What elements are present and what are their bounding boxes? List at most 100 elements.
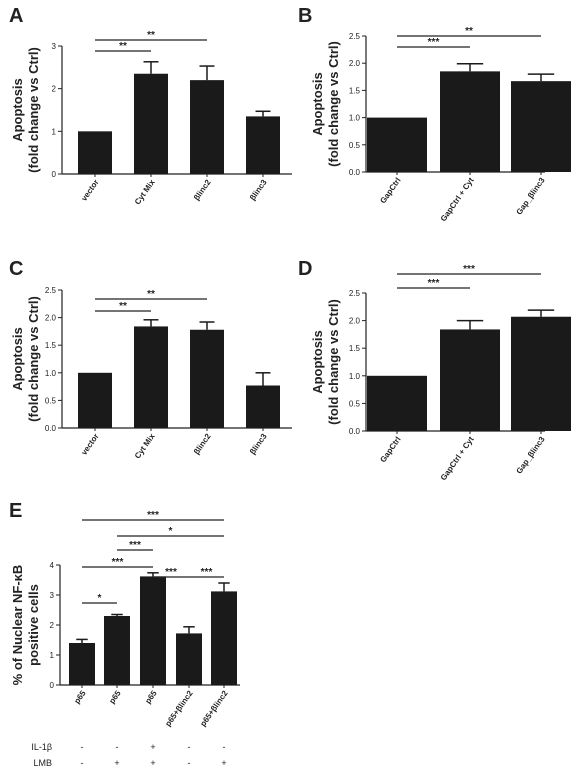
- y-tick-label: 1.0: [349, 114, 361, 123]
- bar: [140, 576, 166, 685]
- y-axis-label: Apoptosis: [310, 72, 325, 136]
- y-tick-label: 2.5: [349, 32, 361, 41]
- category-label: Gap_βlinc3: [515, 435, 547, 476]
- category-label: βlinc2: [192, 178, 213, 203]
- y-axis-label: % of Nuclear NF-κB: [10, 565, 25, 686]
- y-tick-label: 1: [50, 651, 55, 660]
- y-tick-label: 2: [52, 85, 57, 94]
- panel-letter: C: [9, 258, 23, 280]
- category-label: GapCtrl: [378, 435, 402, 464]
- bar: [134, 326, 168, 428]
- bar: [511, 81, 571, 172]
- bar: [367, 117, 427, 172]
- significance-label: **: [119, 41, 127, 52]
- significance-label: ***: [165, 567, 177, 578]
- category-label: vector: [79, 178, 100, 203]
- panel-letter: A: [9, 5, 23, 27]
- y-tick-label: 1.5: [349, 344, 361, 353]
- significance-label: ***: [463, 264, 475, 275]
- condition-value: -: [81, 758, 84, 768]
- significance-label: ***: [428, 37, 440, 48]
- y-tick-label: 3: [50, 591, 55, 600]
- bar: [134, 73, 168, 174]
- category-label: p65: [72, 689, 88, 706]
- significance-label: **: [147, 30, 155, 41]
- y-tick-label: 0.0: [349, 168, 361, 177]
- chart-panel-A: A Apoptosis (fold change vs Ctrl) 0 1 2 3 vecto…: [9, 5, 292, 206]
- category-label: p65: [143, 689, 159, 706]
- condition-value: -: [223, 742, 226, 752]
- y-axis-label: (fold change vs Ctrl): [26, 47, 41, 173]
- y-axis-label: Apoptosis: [310, 330, 325, 394]
- condition-value: +: [114, 758, 119, 768]
- category-label: p65+βlinc2: [163, 689, 195, 729]
- bar: [190, 329, 224, 428]
- bar: [367, 375, 427, 431]
- category-label: vector: [79, 432, 100, 457]
- y-tick-label: 2.0: [349, 59, 361, 68]
- significance-label: **: [147, 289, 155, 300]
- condition-value: +: [150, 758, 155, 768]
- condition-value: -: [188, 758, 191, 768]
- condition-label: LMB: [33, 758, 52, 768]
- significance-label: ***: [147, 510, 159, 521]
- category-label: GapCtrl + Cyt: [439, 176, 476, 223]
- y-tick-label: 1.5: [45, 341, 57, 350]
- panel-letter: E: [9, 500, 22, 522]
- category-label: GapCtrl + Cyt: [439, 435, 476, 482]
- category-label: p65: [107, 689, 123, 706]
- y-tick-label: 1.5: [349, 86, 361, 95]
- bar: [440, 329, 500, 431]
- y-axis-label: Apoptosis: [10, 78, 25, 142]
- bar: [78, 372, 112, 428]
- y-axis-label: (fold change vs Ctrl): [26, 296, 41, 422]
- bar: [78, 131, 112, 174]
- panel-letter: D: [298, 258, 312, 280]
- significance-label: **: [119, 301, 127, 312]
- bar: [104, 616, 130, 685]
- y-tick-label: 2.5: [45, 286, 57, 295]
- significance-label: **: [465, 26, 473, 37]
- category-label: βlinc3: [248, 432, 269, 457]
- significance-label: *: [169, 526, 173, 537]
- condition-label: IL-1β: [31, 742, 52, 752]
- condition-value: +: [150, 742, 155, 752]
- bar: [246, 385, 280, 428]
- y-tick-label: 1.0: [349, 372, 361, 381]
- bar: [511, 316, 571, 431]
- y-axis-label: (fold change vs Ctrl): [326, 41, 341, 167]
- category-label: βlinc2: [192, 432, 213, 457]
- significance-label: ***: [201, 567, 213, 578]
- y-tick-label: 2: [50, 621, 55, 630]
- y-tick-label: 3: [52, 42, 57, 51]
- significance-label: ***: [129, 540, 141, 551]
- category-label: Gap_βlinc3: [515, 176, 547, 217]
- y-axis-label: Apoptosis: [10, 327, 25, 391]
- panel-letter: B: [298, 5, 312, 27]
- category-label: βlinc3: [248, 178, 269, 203]
- chart-panel-E: E % of Nuclear NF-κB positive cells 0 1 2 3 4 p6…: [9, 500, 240, 768]
- condition-value: -: [81, 742, 84, 752]
- bar: [440, 71, 500, 172]
- y-tick-label: 1: [52, 127, 57, 136]
- category-label: GapCtrl: [378, 176, 402, 205]
- y-tick-label: 0.0: [349, 427, 361, 436]
- significance-label: ***: [112, 557, 124, 568]
- y-tick-label: 2.5: [349, 289, 361, 298]
- chart-panel-B: B Apoptosis (fold change vs Ctrl) 0.0 0.5 1.0…: [298, 5, 571, 223]
- category-label: Cyt Mix: [133, 432, 157, 461]
- y-tick-label: 0: [50, 681, 55, 690]
- bar: [69, 643, 95, 685]
- y-tick-label: 0: [52, 170, 57, 179]
- bar: [190, 80, 224, 174]
- chart-panel-D: D Apoptosis (fold change vs Ctrl) 0.0 0.5 1.0…: [298, 258, 571, 482]
- condition-value: -: [116, 742, 119, 752]
- y-tick-label: 2.0: [349, 317, 361, 326]
- y-tick-label: 0.5: [45, 396, 57, 405]
- condition-value: +: [221, 758, 226, 768]
- bar: [246, 116, 280, 174]
- y-axis-label: positive cells: [26, 584, 41, 666]
- category-label: p65+βlinc2: [198, 689, 230, 729]
- condition-value: -: [188, 742, 191, 752]
